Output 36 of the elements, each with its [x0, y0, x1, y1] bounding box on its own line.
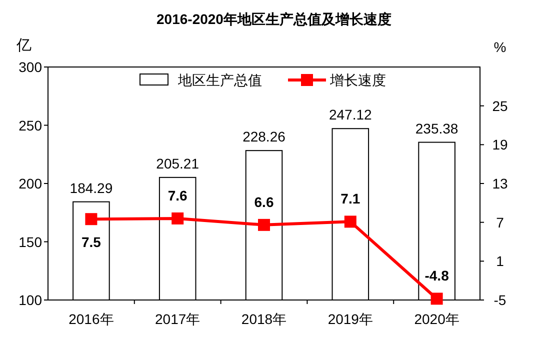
- y-tick-label: 250: [18, 117, 42, 134]
- data-label: 228.26: [242, 128, 286, 145]
- data-label: 7.5: [81, 234, 102, 250]
- x-tick-label: 2016年: [68, 311, 114, 327]
- x-tick-label: 2019年: [328, 311, 373, 327]
- y2-tick-label: 25: [492, 98, 508, 114]
- point: [430, 292, 443, 305]
- data-label: 247.12: [328, 106, 372, 123]
- y2-tick-label: 13: [492, 176, 508, 192]
- data-label: 184.29: [70, 180, 113, 196]
- legend-label: 增长速度: [329, 72, 386, 88]
- y-tick-label: 300: [18, 59, 42, 75]
- y2-axis-title: %: [494, 39, 506, 55]
- y2-tick-label: -5: [494, 292, 506, 308]
- data-label: 205.21: [156, 155, 200, 172]
- point: [258, 218, 270, 231]
- data-label: 6.6: [254, 194, 274, 210]
- y-tick-label: 200: [18, 176, 42, 192]
- y-tick-label: 150: [18, 234, 42, 250]
- data-label: 7.6: [168, 187, 188, 204]
- y2-tick-label: 1: [496, 253, 504, 270]
- y-axis-title: 亿: [16, 37, 32, 54]
- chart-title: 2016-2020年地区生产总值及增长速度: [156, 11, 392, 27]
- x-tick-label: 2018年: [241, 311, 287, 327]
- data-label: 7.1: [340, 190, 360, 207]
- y-tick-label: 100: [18, 292, 42, 308]
- data-label: 235.38: [415, 120, 458, 136]
- point: [172, 212, 184, 224]
- y2-tick-label: 7: [496, 214, 504, 230]
- x-tick-label: 2020年: [414, 311, 460, 327]
- y2-tick-label: 19: [492, 136, 508, 153]
- point: [344, 216, 356, 228]
- data-label: -4.8: [424, 268, 450, 284]
- legend-label: 地区生产总值: [177, 72, 262, 88]
- point: [85, 213, 98, 226]
- x-tick-label: 2017年: [155, 311, 200, 327]
